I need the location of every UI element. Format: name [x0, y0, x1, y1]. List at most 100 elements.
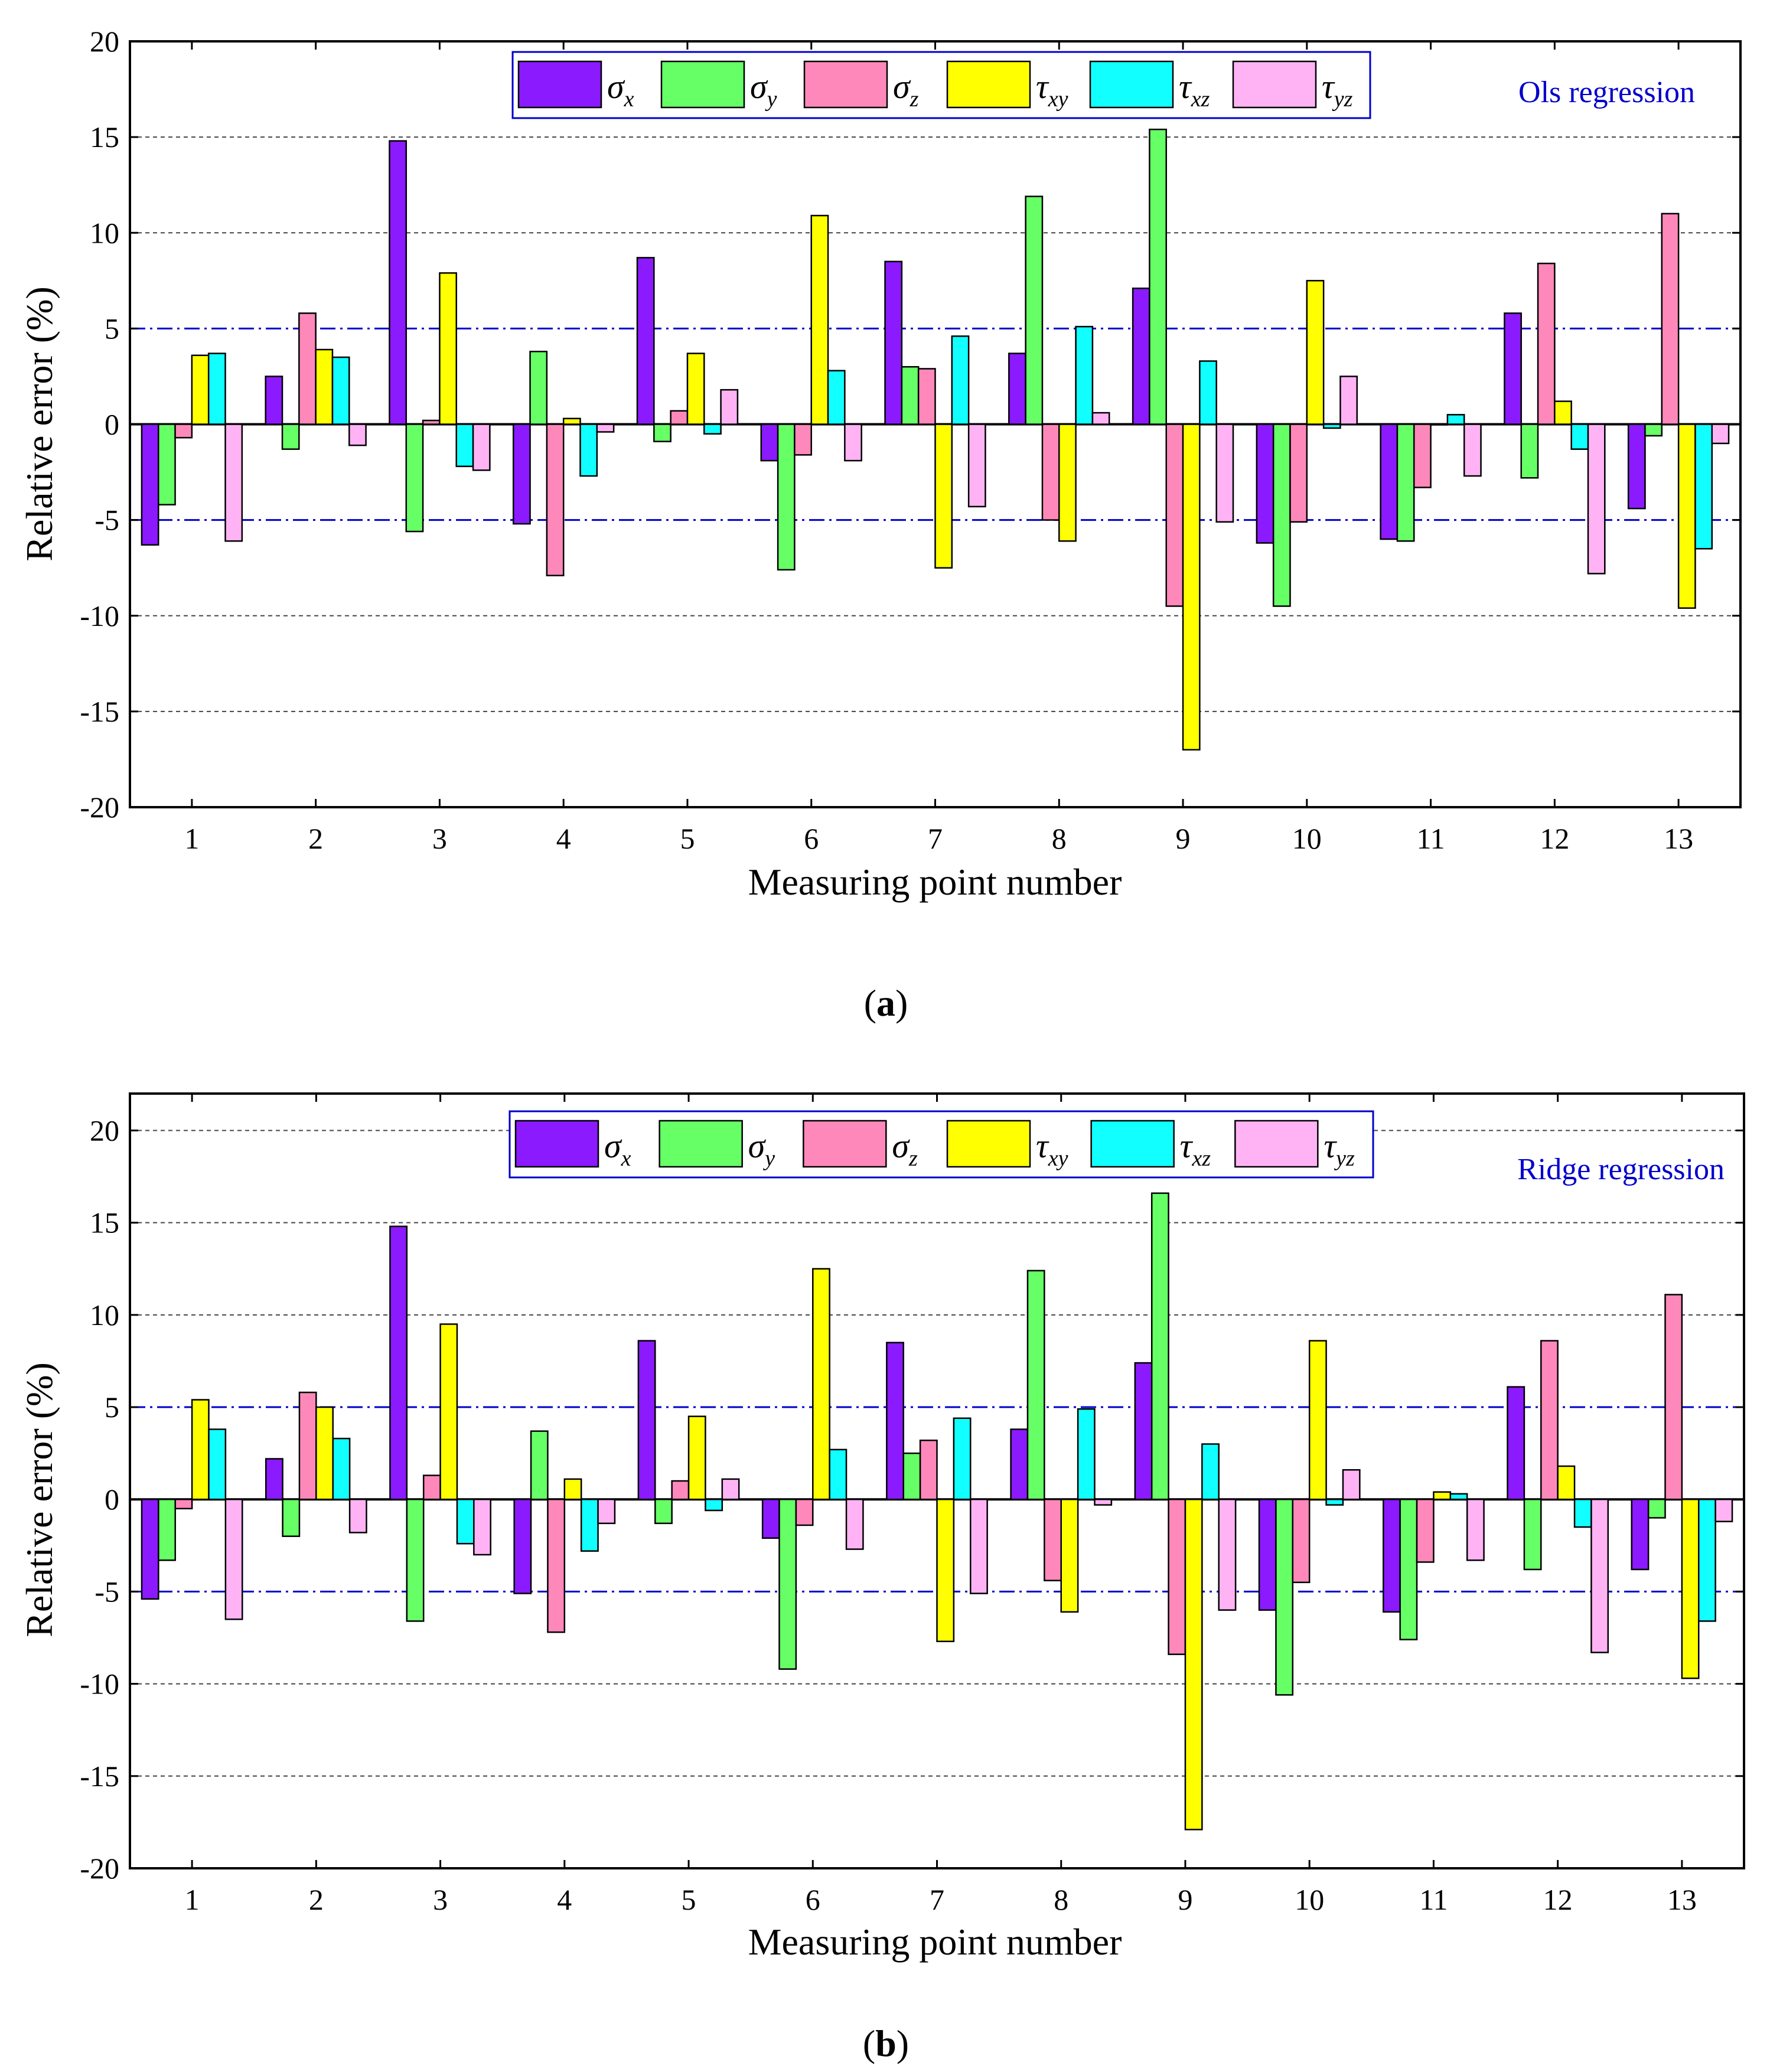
bar-σx-point-9	[1132, 288, 1150, 425]
bar-σy-point-4	[530, 1430, 549, 1500]
bar-σz-point-13	[1661, 213, 1680, 425]
bar-τyz-point-2	[348, 1498, 367, 1533]
bar-σz-point-11	[1413, 423, 1432, 488]
bar-τyz-point-6	[845, 1498, 864, 1550]
bar-σx-point-13	[1627, 423, 1646, 510]
bar-σx-point-1	[141, 423, 159, 546]
bar-τxy-point-12	[1554, 400, 1572, 425]
legend-label-τyz: τyz	[1322, 67, 1353, 112]
bar-τxy-point-13	[1677, 423, 1696, 609]
bar-τxz-point-10	[1325, 1498, 1344, 1506]
legend-swatch-σz	[803, 1120, 887, 1168]
bar-σz-point-13	[1664, 1294, 1683, 1500]
bar-τyz-point-3	[473, 1498, 491, 1556]
legend-label-σy: σy	[750, 67, 777, 112]
y-tick-label: -10	[80, 1668, 119, 1701]
bar-σx-point-4	[513, 1498, 532, 1594]
x-tick-label: 2	[309, 1883, 324, 1916]
x-tick-label: 4	[556, 822, 571, 855]
y-tick-label: 20	[90, 25, 119, 58]
bar-σy-point-11	[1399, 1498, 1418, 1640]
bar-σx-point-11	[1380, 423, 1399, 540]
bar-τxz-point-2	[332, 1437, 351, 1500]
legend-swatch-σz	[803, 60, 888, 109]
legend-swatch-σx	[517, 60, 602, 109]
bar-σy-point-10	[1272, 423, 1291, 607]
bar-τyz-point-7	[970, 1498, 988, 1594]
bar-τyz-point-11	[1466, 1498, 1485, 1561]
y-tick-label: -15	[80, 1760, 119, 1793]
bar-τxy-point-8	[1060, 1498, 1079, 1613]
panel-caption: (a)	[864, 982, 908, 1024]
bar-τyz-point-3	[472, 423, 491, 471]
bar-σy-point-11	[1396, 423, 1415, 542]
bar-σx-point-1	[141, 1498, 159, 1600]
bar-σy-point-9	[1150, 1192, 1169, 1500]
bar-τxy-point-6	[812, 1268, 830, 1500]
bar-τxz-point-7	[953, 1417, 972, 1500]
x-axis-label: Measuring point number	[748, 1921, 1122, 1963]
bar-τxz-point-7	[951, 335, 970, 425]
bar-τxy-point-1	[191, 1399, 210, 1500]
bar-σz-point-4	[546, 423, 565, 576]
panel-caption: (b)	[863, 2022, 909, 2064]
bar-σx-point-4	[512, 423, 531, 525]
bar-σz-point-12	[1540, 1340, 1559, 1500]
bar-σy-point-12	[1523, 1498, 1542, 1571]
bar-σz-point-10	[1289, 423, 1308, 523]
legend-label-σx: σx	[607, 67, 634, 112]
legend-swatch-σy	[659, 1120, 743, 1168]
x-tick-label: 10	[1295, 1883, 1324, 1916]
bar-τyz-point-13	[1711, 423, 1730, 445]
bar-σz-point-8	[1044, 1498, 1062, 1581]
legend-label-τxz: τxz	[1179, 67, 1210, 112]
bar-σz-point-5	[670, 410, 689, 425]
bar-marks	[141, 128, 1730, 751]
x-tick-labels: 1 2 3 4 5 6 7 8 9 10 11 12 13	[185, 1094, 1697, 1916]
legend-label-σz: σz	[893, 67, 919, 112]
bar-σy-point-3	[405, 423, 424, 533]
regression-annotation: Ols regression	[1518, 76, 1695, 109]
legend-label-σx: σx	[604, 1127, 631, 1171]
x-tick-label: 3	[432, 822, 447, 855]
legend-label-τxy: τxy	[1036, 67, 1068, 112]
bar-τxz-point-1	[207, 353, 226, 425]
bar-τxz-point-9	[1199, 360, 1217, 425]
bar-σy-point-3	[406, 1498, 425, 1622]
bar-τxy-point-6	[810, 214, 829, 425]
x-tick-label: 13	[1667, 1883, 1697, 1916]
x-tick-label: 9	[1176, 822, 1191, 855]
bar-τyz-point-8	[1091, 412, 1110, 425]
bar-σy-point-1	[157, 423, 176, 505]
bar-τxy-point-2	[315, 1406, 334, 1500]
bar-σz-point-7	[917, 368, 936, 425]
bar-τyz-point-12	[1590, 1498, 1609, 1653]
legend-swatch-σx	[514, 1120, 599, 1168]
bar-σz-point-3	[422, 1474, 441, 1500]
reference-lines	[130, 327, 1740, 521]
bar-τxz-point-10	[1322, 423, 1341, 429]
legend-swatch-τyz	[1232, 60, 1317, 109]
y-tick-label: -20	[80, 791, 119, 824]
bar-σy-point-13	[1644, 423, 1663, 437]
bar-τxz-point-5	[703, 423, 722, 435]
legend: σx σy σz τxy τxz τyz	[511, 51, 1371, 119]
bar-σy-point-12	[1520, 423, 1539, 479]
x-tick-label: 5	[682, 1883, 696, 1916]
bar-σz-point-12	[1537, 262, 1556, 425]
bar-σy-point-7	[902, 1452, 921, 1500]
bar-τxz-point-3	[455, 423, 474, 468]
y-tick-label: 0	[105, 408, 119, 441]
bar-τxy-point-9	[1184, 1498, 1203, 1830]
y-tick-label: 5	[105, 312, 119, 345]
bar-σy-point-5	[654, 1498, 673, 1525]
y-tick-label: 0	[105, 1483, 119, 1516]
bar-τxz-point-3	[456, 1498, 475, 1545]
y-tick-label: 15	[90, 120, 119, 154]
bar-σz-point-1	[174, 1498, 193, 1510]
legend-label-τxy: τxy	[1036, 1127, 1068, 1171]
y-tick-label: 10	[90, 1298, 119, 1332]
y-tick-label: -5	[94, 504, 119, 537]
